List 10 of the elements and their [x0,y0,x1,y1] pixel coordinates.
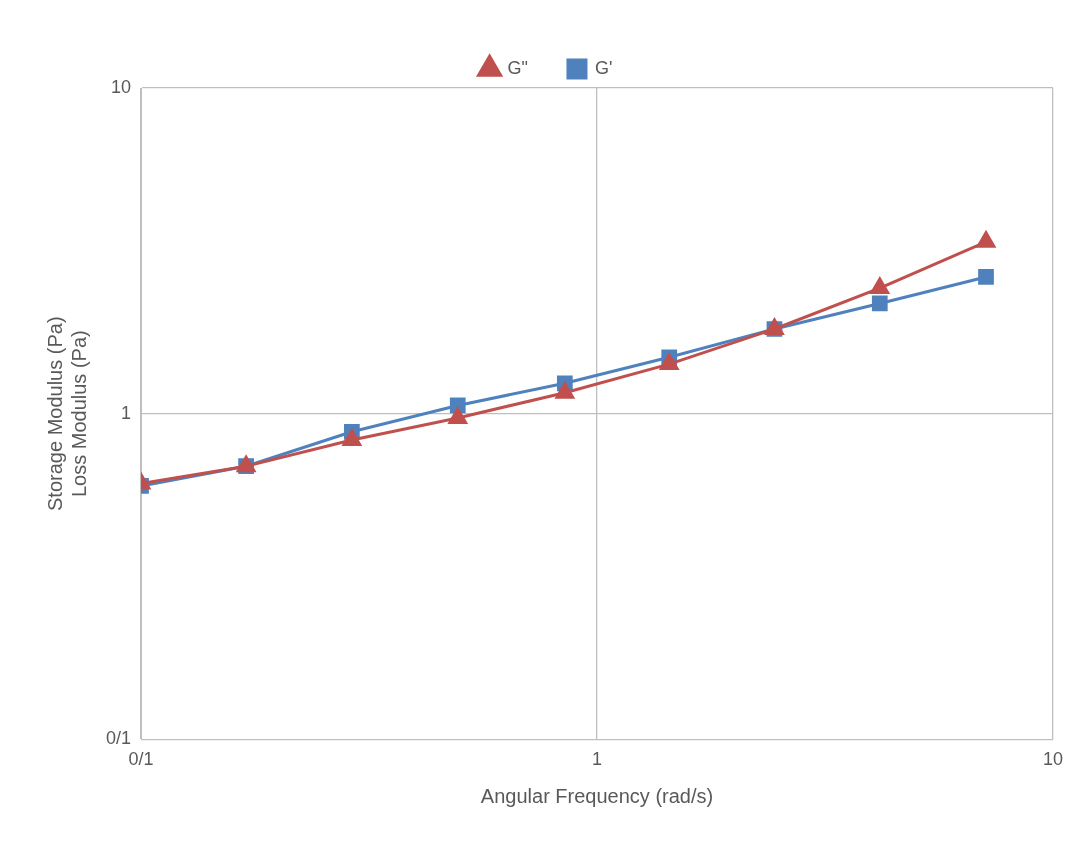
x-tick-label: 1 [592,749,603,770]
legend-label: G" [507,57,528,78]
y-tick-label: 1 [121,402,132,423]
x-axis-title: Angular Frequency (rad/s) [480,784,714,807]
y-tick-label: 0/1 [105,728,132,749]
legend-label: G' [594,57,613,78]
y-tick-label: 10 [110,76,132,97]
y-axis-title: Storage Modulus (Pa) Loss Modulus (Pa) [43,316,90,511]
x-tick-label: 10 [1042,749,1064,770]
x-tick-label: 0/1 [128,749,154,770]
